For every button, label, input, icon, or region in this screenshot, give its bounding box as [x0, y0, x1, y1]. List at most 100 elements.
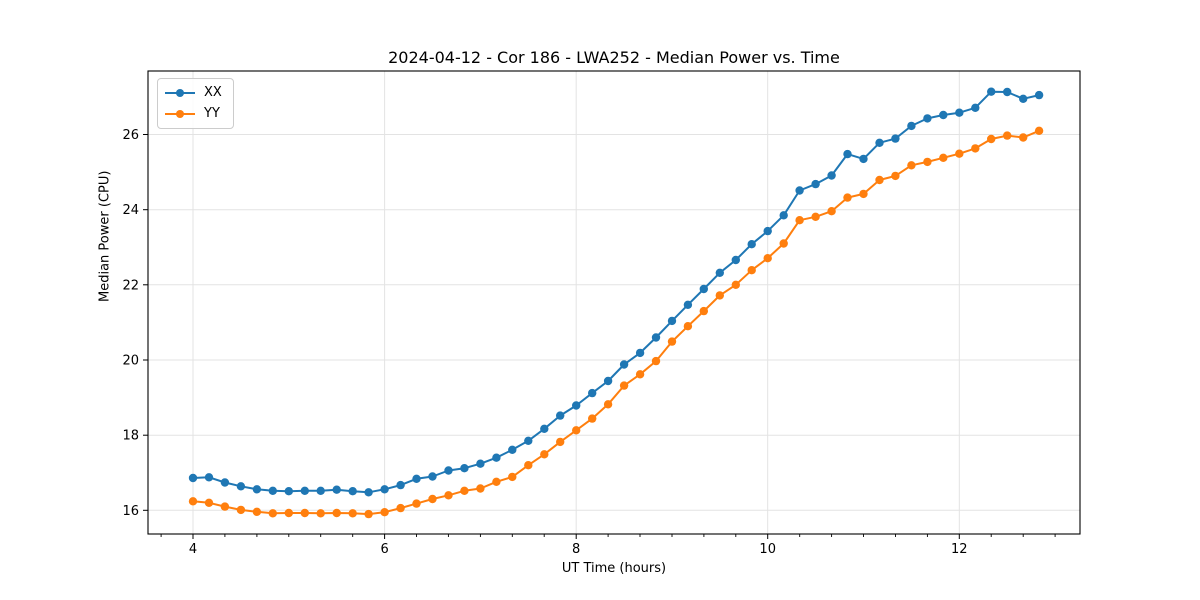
series-line-xx: [192, 90, 1040, 494]
y-axis-label-text: Median Power (CPU): [97, 170, 113, 302]
x-tick-label: 10: [759, 542, 776, 557]
data-point-xx: [731, 255, 740, 265]
legend-line-marker-icon: [165, 109, 195, 119]
data-point-yy: [380, 508, 389, 517]
data-point-yy: [316, 509, 325, 518]
data-point-xx: [939, 110, 948, 120]
data-point-xx: [683, 300, 693, 309]
data-point-yy: [939, 153, 948, 162]
y-tick-label: 20: [122, 354, 139, 369]
legend: XX YY: [157, 78, 234, 129]
data-point-yy: [588, 414, 597, 423]
data-point-xx: [891, 134, 900, 143]
data-point-yy: [683, 322, 693, 331]
data-point-yy: [524, 461, 533, 470]
data-point-yy: [795, 216, 804, 225]
x-tick-label: 4: [189, 542, 197, 557]
data-point-yy: [492, 477, 501, 486]
data-point-xx: [827, 171, 836, 180]
data-point-yy: [859, 189, 868, 199]
data-point-yy: [763, 254, 772, 263]
data-point-yy: [987, 134, 996, 144]
data-point-yy: [428, 494, 437, 504]
legend-label-xx: XX: [204, 85, 222, 100]
data-point-xx: [635, 348, 645, 358]
data-point-xx: [619, 360, 629, 369]
data-point-yy: [204, 498, 214, 507]
data-point-yy: [412, 499, 421, 508]
data-point-yy: [923, 157, 932, 167]
y-tick-label: 22: [122, 278, 139, 293]
data-point-yy: [747, 266, 756, 275]
data-point-xx: [763, 226, 772, 236]
data-point-yy: [332, 508, 341, 518]
data-point-yy: [811, 212, 820, 221]
legend-item-xx: XX: [165, 84, 222, 102]
data-point-yy: [460, 486, 469, 495]
data-point-xx: [875, 138, 884, 147]
data-point-xx: [667, 316, 677, 326]
data-point-xx: [747, 240, 756, 249]
data-point-yy: [1003, 131, 1012, 140]
data-point-xx: [811, 179, 820, 189]
data-point-xx: [971, 103, 980, 113]
data-point-yy: [268, 509, 277, 518]
data-point-xx: [699, 284, 708, 294]
data-point-yy: [220, 502, 230, 511]
legend-item-yy: YY: [165, 105, 222, 123]
data-point-yy: [396, 503, 405, 513]
data-point-xx: [284, 487, 293, 496]
data-point-yy: [1019, 133, 1028, 142]
data-point-xx: [987, 87, 996, 96]
data-point-yy: [843, 193, 852, 202]
data-point-yy: [444, 491, 453, 500]
data-point-yy: [284, 508, 293, 518]
data-point-yy: [603, 400, 613, 409]
data-point-yy: [715, 291, 724, 300]
data-point-xx: [795, 186, 804, 195]
data-point-xx: [907, 121, 916, 131]
data-point-yy: [667, 337, 677, 346]
data-point-yy: [619, 381, 629, 390]
data-point-xx: [220, 478, 230, 487]
series-line-yy: [192, 129, 1040, 516]
data-point-xx: [1003, 87, 1012, 97]
data-point-yy: [252, 507, 262, 516]
data-point-yy: [827, 207, 836, 216]
data-point-yy: [635, 370, 645, 379]
data-point-xx: [1019, 94, 1028, 104]
data-point-yy: [651, 356, 661, 366]
data-point-xx: [268, 486, 277, 495]
data-point-yy: [779, 239, 788, 248]
data-point-xx: [843, 149, 852, 159]
data-point-xx: [524, 436, 533, 445]
data-point-xx: [556, 411, 565, 420]
x-tick-label: 6: [380, 542, 388, 557]
data-point-xx: [955, 108, 964, 117]
data-point-xx: [715, 268, 724, 277]
data-point-xx: [1034, 90, 1044, 100]
y-tick-label: 16: [122, 504, 139, 519]
data-point-xx: [204, 473, 214, 482]
data-point-xx: [428, 472, 437, 481]
data-point-yy: [907, 161, 916, 170]
y-tick-label: 18: [122, 429, 139, 444]
data-point-xx: [859, 154, 868, 164]
data-point-xx: [476, 459, 485, 468]
data-point-xx: [588, 388, 597, 398]
data-point-yy: [1034, 126, 1044, 135]
data-point-yy: [699, 306, 708, 316]
data-point-xx: [492, 453, 501, 462]
data-point-xx: [460, 464, 469, 473]
data-point-xx: [188, 473, 198, 483]
data-point-yy: [891, 171, 900, 181]
data-point-yy: [348, 509, 357, 518]
data-point-yy: [955, 149, 964, 158]
axes-box: [147, 70, 1081, 535]
data-point-xx: [332, 485, 341, 494]
data-point-xx: [572, 401, 581, 410]
data-point-xx: [540, 424, 549, 433]
data-point-yy: [508, 472, 517, 482]
